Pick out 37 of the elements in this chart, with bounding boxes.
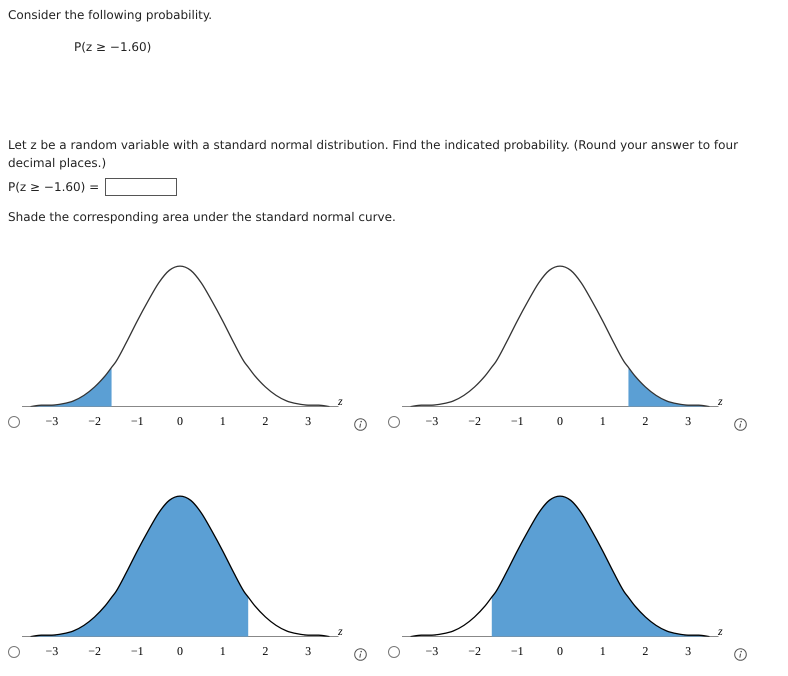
x-tick-label: 1 bbox=[220, 414, 226, 428]
x-tick-label: −3 bbox=[46, 414, 58, 428]
x-tick-label: −1 bbox=[130, 414, 144, 428]
x-tick-label: 1 bbox=[600, 414, 606, 428]
x-tick-label: 2 bbox=[642, 414, 648, 428]
x-tick-label: −2 bbox=[468, 644, 481, 658]
x-tick-label: 2 bbox=[262, 414, 268, 428]
text: P(z ≥ −1.60) bbox=[74, 40, 152, 54]
x-axis-title: z bbox=[338, 624, 343, 639]
x-tick-label: 3 bbox=[685, 644, 692, 658]
x-tick-label: 2 bbox=[262, 644, 268, 658]
x-axis-title: z bbox=[338, 394, 343, 409]
x-tick-label: −3 bbox=[426, 414, 438, 428]
x-tick-label: 3 bbox=[305, 414, 312, 428]
x-tick-label: 0 bbox=[177, 644, 183, 658]
text: P(z ≥ −1.60) = bbox=[8, 180, 100, 194]
x-tick-label: 0 bbox=[177, 414, 183, 428]
x-tick-label: −2 bbox=[88, 414, 101, 428]
x-tick-label: −3 bbox=[46, 644, 58, 658]
x-axis-title: z bbox=[718, 394, 723, 409]
x-tick-label: −1 bbox=[510, 414, 524, 428]
x-tick-label: 0 bbox=[557, 414, 563, 428]
x-tick-label: 3 bbox=[305, 644, 312, 658]
x-tick-label: −1 bbox=[130, 644, 144, 658]
x-tick-label: −3 bbox=[426, 644, 438, 658]
text: Consider the following probability. bbox=[8, 8, 214, 22]
x-tick-label: −2 bbox=[468, 414, 481, 428]
x-tick-label: 2 bbox=[642, 644, 648, 658]
x-tick-label: −1 bbox=[510, 644, 524, 658]
x-tick-label: 1 bbox=[600, 644, 606, 658]
x-tick-label: −2 bbox=[88, 644, 101, 658]
x-tick-label: 3 bbox=[685, 414, 692, 428]
text: Shade the corresponding area under the standard normal curve. bbox=[8, 210, 396, 224]
x-axis-title: z bbox=[718, 624, 723, 639]
x-tick-label: 0 bbox=[557, 644, 563, 658]
x-tick-label: 1 bbox=[220, 644, 226, 658]
text: Let z be a random variable with a standard normal distribution. Find the indicated probability. (Round your answer to four decimal places.) bbox=[8, 138, 738, 170]
